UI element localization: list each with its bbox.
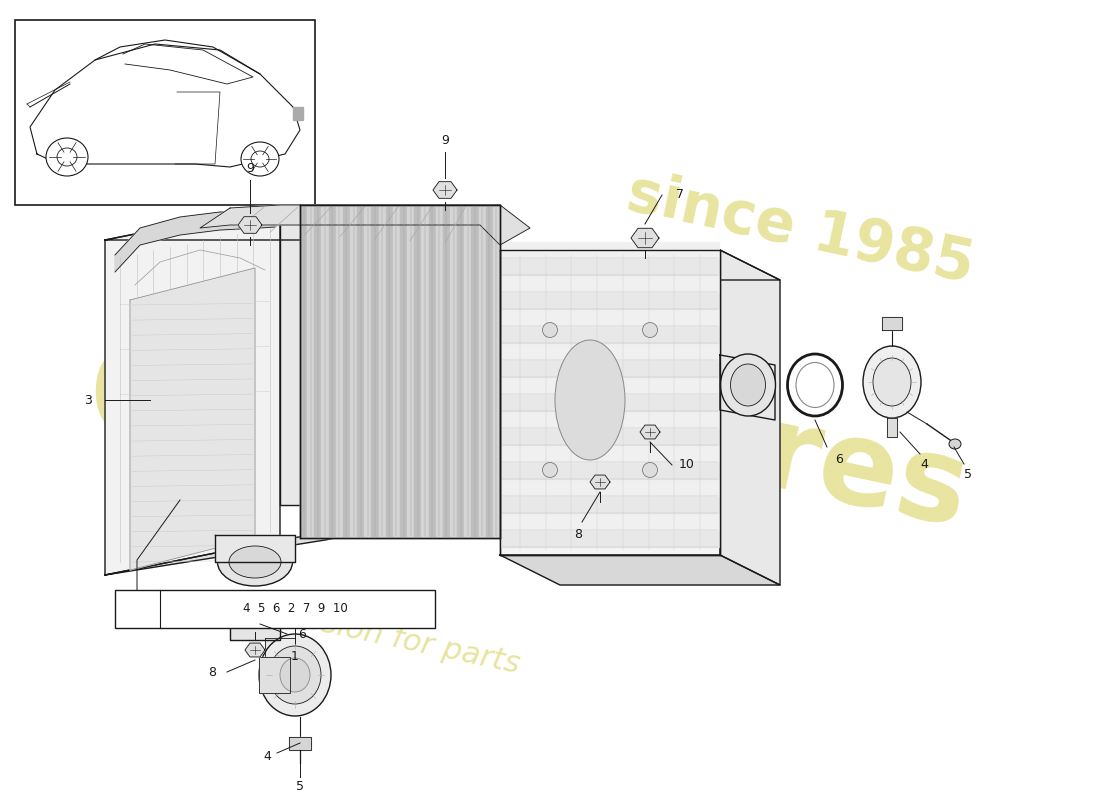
Ellipse shape xyxy=(642,322,658,338)
Polygon shape xyxy=(640,425,660,439)
Text: eu-: eu- xyxy=(87,302,412,478)
Ellipse shape xyxy=(218,538,293,586)
Text: 4: 4 xyxy=(263,750,271,763)
Polygon shape xyxy=(458,207,464,536)
Polygon shape xyxy=(882,317,902,330)
Text: a passion for parts: a passion for parts xyxy=(238,591,522,678)
Text: 8: 8 xyxy=(208,666,216,678)
Polygon shape xyxy=(350,207,358,536)
Polygon shape xyxy=(407,207,415,536)
Polygon shape xyxy=(590,475,610,489)
Text: 4: 4 xyxy=(920,458,928,470)
Polygon shape xyxy=(300,205,500,538)
Polygon shape xyxy=(343,207,350,536)
Polygon shape xyxy=(307,207,315,536)
Polygon shape xyxy=(130,268,255,570)
Text: 5: 5 xyxy=(964,467,972,481)
Polygon shape xyxy=(238,217,262,234)
Polygon shape xyxy=(258,657,290,693)
Polygon shape xyxy=(300,207,307,536)
Text: 9: 9 xyxy=(246,162,254,174)
Text: 7: 7 xyxy=(676,189,684,202)
Ellipse shape xyxy=(46,138,88,176)
Text: 6: 6 xyxy=(298,627,306,641)
Text: 3: 3 xyxy=(84,394,92,406)
Polygon shape xyxy=(104,205,280,575)
Text: 8: 8 xyxy=(574,527,582,541)
Ellipse shape xyxy=(642,462,658,478)
Polygon shape xyxy=(450,207,458,536)
Polygon shape xyxy=(214,535,295,562)
Polygon shape xyxy=(631,228,659,248)
Text: 10: 10 xyxy=(679,458,695,471)
Ellipse shape xyxy=(229,546,280,578)
Ellipse shape xyxy=(542,322,558,338)
Bar xyxy=(15,20,315,205)
Polygon shape xyxy=(400,207,407,536)
Ellipse shape xyxy=(57,148,77,166)
Text: 9: 9 xyxy=(441,134,449,146)
Ellipse shape xyxy=(788,354,843,416)
Ellipse shape xyxy=(864,346,921,418)
Text: 6: 6 xyxy=(835,453,843,466)
Text: since 1985: since 1985 xyxy=(621,166,979,294)
Polygon shape xyxy=(720,355,775,420)
Ellipse shape xyxy=(270,646,321,704)
Ellipse shape xyxy=(796,362,834,407)
Polygon shape xyxy=(336,207,343,536)
Ellipse shape xyxy=(229,610,280,624)
Polygon shape xyxy=(293,107,303,120)
Polygon shape xyxy=(433,182,456,198)
Text: spares: spares xyxy=(521,348,979,552)
Polygon shape xyxy=(265,638,295,665)
Polygon shape xyxy=(500,250,720,555)
Ellipse shape xyxy=(241,142,279,176)
Polygon shape xyxy=(500,555,780,585)
Polygon shape xyxy=(486,207,493,536)
Ellipse shape xyxy=(258,634,331,716)
Polygon shape xyxy=(478,207,486,536)
Polygon shape xyxy=(315,207,321,536)
Ellipse shape xyxy=(556,340,625,460)
Bar xyxy=(116,590,435,628)
Polygon shape xyxy=(230,612,280,640)
Polygon shape xyxy=(415,207,421,536)
Polygon shape xyxy=(421,207,429,536)
Text: 1: 1 xyxy=(292,650,299,662)
Polygon shape xyxy=(104,505,500,575)
Ellipse shape xyxy=(730,364,766,406)
Ellipse shape xyxy=(251,151,270,167)
Text: 5: 5 xyxy=(296,781,304,794)
Polygon shape xyxy=(393,207,400,536)
Ellipse shape xyxy=(236,613,273,621)
Polygon shape xyxy=(329,207,336,536)
Ellipse shape xyxy=(949,439,961,449)
Polygon shape xyxy=(358,207,364,536)
Polygon shape xyxy=(493,207,500,536)
Ellipse shape xyxy=(873,358,911,406)
Polygon shape xyxy=(472,207,478,536)
Polygon shape xyxy=(280,205,500,505)
Polygon shape xyxy=(372,207,378,536)
Polygon shape xyxy=(200,205,530,245)
Ellipse shape xyxy=(720,354,775,416)
Polygon shape xyxy=(321,207,329,536)
Polygon shape xyxy=(887,418,896,437)
Polygon shape xyxy=(364,207,372,536)
Polygon shape xyxy=(104,205,500,240)
Polygon shape xyxy=(464,207,472,536)
Polygon shape xyxy=(436,207,443,536)
Polygon shape xyxy=(378,207,386,536)
Polygon shape xyxy=(289,737,311,750)
Polygon shape xyxy=(443,207,450,536)
Text: 4  5  6  2  7  9  10: 4 5 6 2 7 9 10 xyxy=(243,602,348,615)
Polygon shape xyxy=(500,250,780,280)
Ellipse shape xyxy=(542,462,558,478)
Polygon shape xyxy=(720,250,780,585)
Polygon shape xyxy=(386,207,393,536)
Polygon shape xyxy=(429,207,436,536)
Polygon shape xyxy=(116,210,275,272)
Ellipse shape xyxy=(280,658,310,692)
Polygon shape xyxy=(245,643,265,657)
